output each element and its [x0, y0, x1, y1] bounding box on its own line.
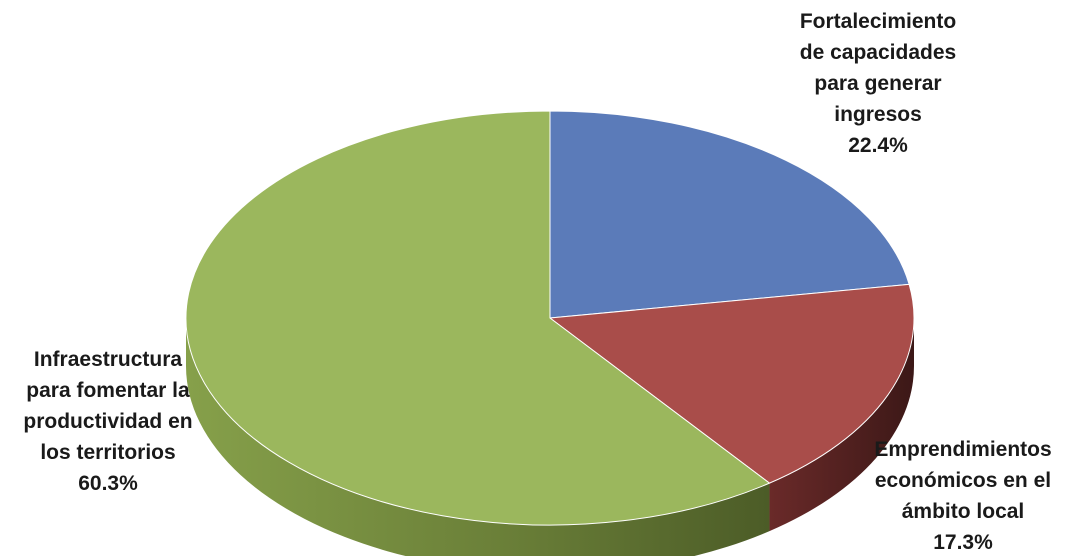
slice-label-line: económicos en el: [874, 469, 1052, 492]
slice-label-line: de capacidades: [799, 41, 957, 64]
slice-label-line: productividad en: [23, 410, 193, 433]
slice-value-label: 60.3%: [78, 472, 138, 495]
slice-label-line: para generar: [814, 72, 942, 95]
slice-label-line: Infraestructura: [33, 348, 183, 371]
slice-value-label: 17.3%: [933, 531, 993, 554]
slice-label-fortalecimiento: Fortalecimiento de capacidades para gene…: [768, 6, 988, 161]
slice-label-line: los territorios: [40, 441, 176, 464]
pie-slice-fortalecimiento: [549, 110, 910, 319]
pie-side-emprendimientos: [769, 318, 915, 532]
slice-label-infraestructura: Infraestructura para fomentar la product…: [6, 344, 210, 499]
slice-label-emprendimientos: Emprendimientos económicos en el ámbito …: [858, 434, 1068, 558]
pie-slice-infraestructura: [185, 110, 771, 526]
pie-sides: [186, 318, 915, 556]
pie-tops: [185, 110, 915, 526]
slice-label-line: Fortalecimiento: [799, 10, 957, 33]
slice-label-line: ámbito local: [901, 500, 1025, 523]
pie-slice-emprendimientos: [548, 283, 915, 484]
slice-value-label: 22.4%: [848, 134, 908, 157]
slice-label-line: Emprendimientos: [874, 438, 1052, 461]
pie-side-infraestructura: [186, 318, 770, 556]
slice-label-line: ingresos: [834, 103, 922, 126]
slice-label-line: para fomentar la: [26, 379, 190, 402]
